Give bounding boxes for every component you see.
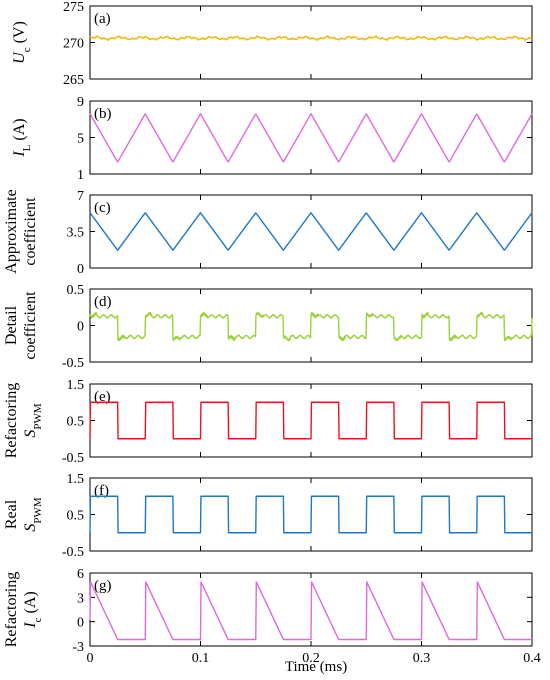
y-tick-label: 1 [77, 168, 84, 183]
y-axis-label: SPWM [22, 497, 44, 532]
panel-frame [89, 5, 533, 80]
y-tick-label: 9 [77, 95, 84, 110]
panel-b: 1 5 9 (b) IL (A) [11, 95, 533, 183]
x-axis-label: Time (ms) [285, 659, 347, 675]
panel-tag: (f) [94, 483, 109, 499]
y-tick-label: 6 [77, 567, 84, 582]
x-tick-label: 0.4 [523, 651, 541, 666]
y-tick-label: -0.5 [62, 545, 84, 560]
panel-frame [89, 100, 533, 175]
y-tick-label: 3 [77, 591, 84, 606]
y-tick-label: 265 [63, 73, 84, 88]
y-axis-label: Refactoring [3, 572, 20, 648]
y-tick-label: -3 [72, 640, 84, 655]
panel-frame [89, 194, 533, 269]
y-tick-label: 3.5 [67, 226, 85, 241]
y-axis-label: Detail [3, 305, 20, 345]
x-tick-label: 0.1 [192, 651, 210, 666]
panel-tag: (e) [94, 389, 111, 405]
y-axis-label: Ic (A) [22, 591, 44, 628]
y-tick-label: 7 [77, 189, 84, 204]
y-tick-label: -0.5 [62, 356, 84, 371]
y-axis-label: coefficient [22, 197, 39, 266]
y-axis-label: SPWM [22, 403, 44, 438]
y-axis-label: Real [3, 499, 20, 529]
panel-tag: (b) [94, 106, 112, 122]
y-tick-label: 275 [63, 0, 84, 15]
y-tick-label: 1.5 [67, 472, 85, 487]
x-tick-label: 0.3 [413, 651, 431, 666]
panel-tag: (a) [94, 11, 111, 27]
y-tick-label: 0 [77, 320, 84, 335]
panel-c: 0 3.5 7 (c) Approximate coefficient [3, 189, 533, 277]
panel-tag: (d) [94, 294, 112, 310]
y-tick-label: -0.5 [62, 451, 84, 466]
panel-tag: (c) [94, 200, 111, 216]
y-tick-label: 0 [77, 262, 84, 277]
series-line [89, 212, 533, 251]
y-axis-label: IL (A) [11, 118, 33, 157]
y-axis-label: Refactoring [3, 383, 20, 459]
series-line [89, 401, 532, 440]
y-axis-label: Approximate [3, 189, 20, 273]
y-tick-label: 5 [77, 132, 84, 147]
series-line [89, 581, 532, 641]
y-tick-label: 0.5 [67, 509, 85, 524]
y-tick-label: 270 [63, 37, 84, 52]
y-axis-label: coefficient [22, 291, 39, 360]
x-tick-label: 0.2 [302, 651, 320, 666]
y-tick-label: 0.5 [67, 415, 85, 430]
series-line [89, 35, 533, 41]
x-tick-label: 0 [87, 651, 94, 666]
panels: 265 270 275 (a) Uc (V) 1 5 9 (b) IL (A) 0 3.5 7 (c) Ap… [3, 0, 541, 666]
panel-f: -0.5 0.5 1.5 (f) Real SPWM [3, 472, 533, 560]
panel-e: -0.5 0.5 1.5 (e) Refactoring SPWM [3, 378, 533, 466]
panel-d: -0.5 0 0.5 (d) Detail coefficient [3, 283, 533, 371]
y-tick-label: 1.5 [67, 378, 85, 393]
y-tick-label: 0 [77, 616, 84, 631]
series-line [89, 311, 533, 342]
panel-tag: (g) [94, 578, 112, 594]
y-tick-label: 0.5 [67, 283, 85, 298]
series-line [89, 113, 533, 163]
series-line [89, 495, 532, 534]
y-axis-label: Uc (V) [11, 21, 33, 64]
panel-a: 265 270 275 (a) Uc (V) [11, 0, 533, 88]
